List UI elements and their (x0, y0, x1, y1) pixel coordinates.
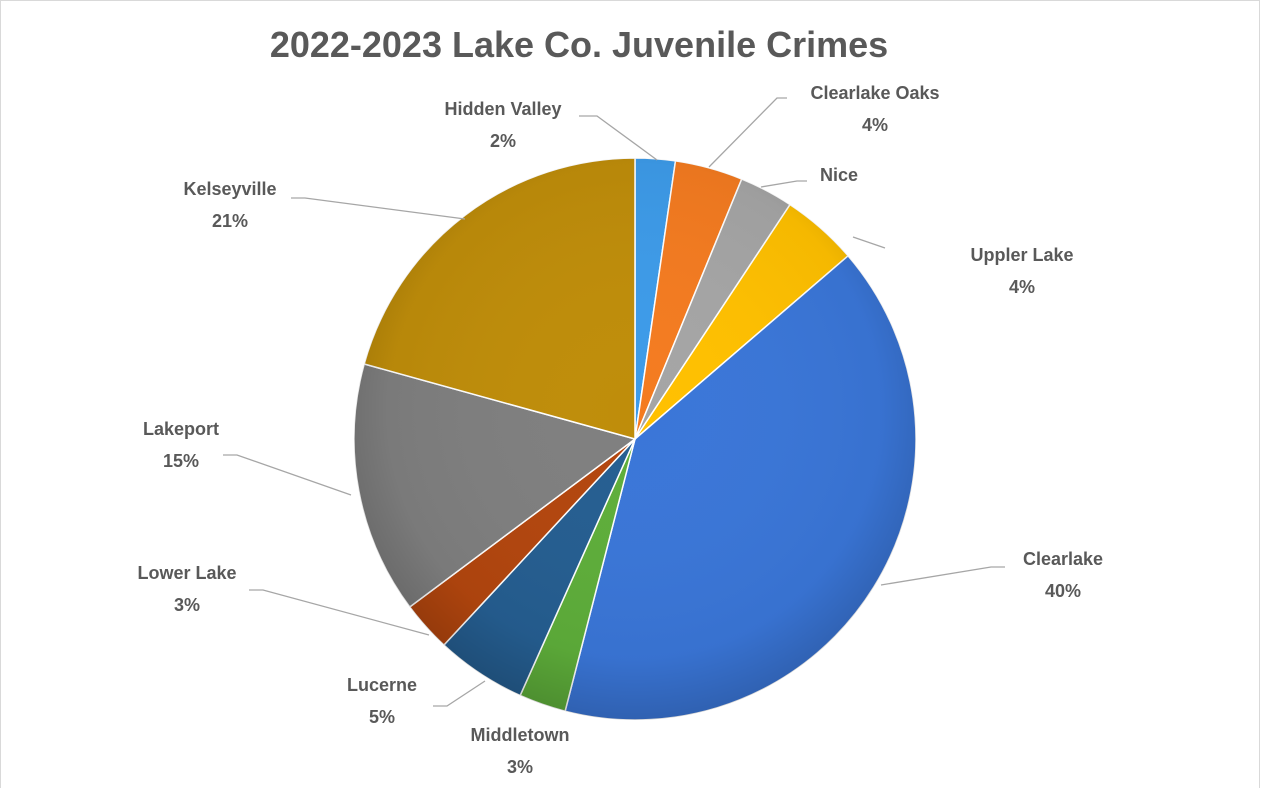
data-label-percent: 21% (212, 211, 248, 231)
pie-slices (353, 157, 917, 721)
data-label-category: Kelseyville (183, 179, 276, 199)
leader-line (291, 197, 466, 220)
data-label-kelseyville: Kelseyville 21% (183, 179, 276, 231)
data-label-category: Lower Lake (137, 563, 236, 583)
data-label-lakeport: Lakeport 15% (143, 419, 219, 471)
leader-line (760, 180, 807, 188)
leader-line (708, 97, 787, 168)
chart-title: 2022-2023 Lake Co. Juvenile Crimes (270, 24, 888, 65)
leader-line (579, 115, 658, 161)
data-label-percent: 2% (490, 131, 516, 151)
data-label-middletown: Middletown 3% (471, 725, 570, 777)
data-label-percent: 4% (862, 115, 888, 135)
data-label-percent: 3% (174, 595, 200, 615)
data-label-category: Middletown (471, 725, 570, 745)
leader-line (249, 589, 430, 636)
leader-lines (223, 97, 1005, 707)
data-label-lower-lake: Lower Lake 3% (137, 563, 236, 615)
leader-line (223, 454, 352, 496)
data-label-category: Clearlake Oaks (810, 83, 939, 103)
leader-line (852, 236, 886, 249)
data-label-category: Clearlake (1023, 549, 1103, 569)
data-label-hidden-valley: Hidden Valley 2% (444, 99, 561, 151)
data-label-nice: Nice (820, 165, 858, 185)
data-label-percent: 3% (507, 757, 533, 777)
data-labels: Hidden Valley 2% Clearlake Oaks 4% Nice Upple… (137, 83, 1103, 777)
data-label-category: Uppler Lake (970, 245, 1073, 265)
leader-line (880, 566, 1005, 586)
data-label-category: Nice (820, 165, 858, 185)
data-label-percent: 4% (1009, 277, 1035, 297)
data-label-percent: 15% (163, 451, 199, 471)
data-label-lucerne: Lucerne 5% (347, 675, 417, 727)
data-label-category: Lakeport (143, 419, 219, 439)
data-label-percent: 5% (369, 707, 395, 727)
data-label-clearlake-oaks: Clearlake Oaks 4% (810, 83, 939, 135)
data-label-category: Lucerne (347, 675, 417, 695)
data-label-category: Hidden Valley (444, 99, 561, 119)
data-label-uppler-lake: Uppler Lake 4% (970, 245, 1073, 297)
leader-line (433, 680, 486, 707)
data-label-clearlake: Clearlake 40% (1023, 549, 1103, 601)
data-label-percent: 40% (1045, 581, 1081, 601)
